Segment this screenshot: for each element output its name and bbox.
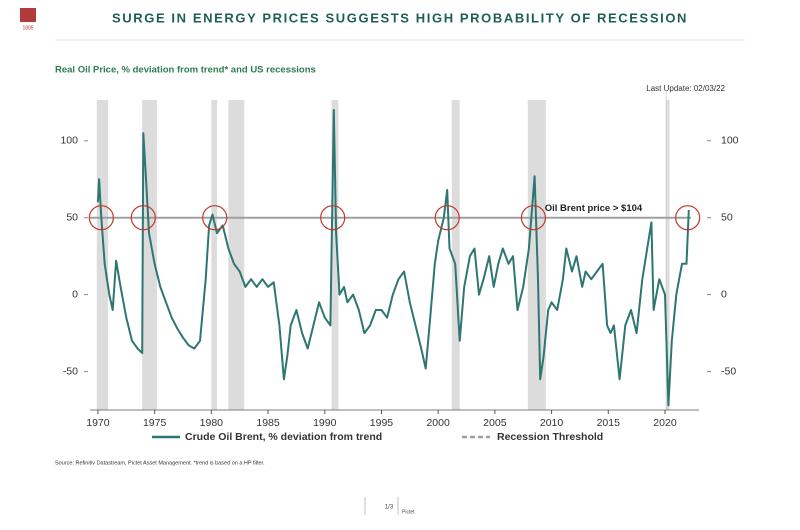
highlight-circle	[88, 205, 114, 231]
x-tick-label: 1990	[313, 417, 337, 429]
recession-band	[228, 100, 245, 410]
x-tick-label: 2010	[540, 417, 564, 429]
y-tick-label: 100	[60, 135, 78, 147]
logo-icon	[20, 8, 36, 22]
x-tick-label: 1985	[256, 417, 280, 429]
x-tick-label: 1975	[143, 417, 167, 429]
recession-band	[666, 100, 670, 410]
brand: Pictet	[402, 509, 415, 515]
x-tick-label: 1970	[86, 417, 110, 429]
highlight-circle	[320, 205, 346, 231]
y-tick-label: 0	[72, 288, 78, 300]
highlight-circle	[202, 205, 228, 231]
recession-band	[211, 100, 218, 410]
highlight-circle	[130, 205, 156, 231]
data-line	[96, 109, 690, 407]
recession-band	[331, 100, 339, 410]
x-tick-label: 2020	[653, 417, 677, 429]
x-tick-label: 2015	[597, 417, 621, 429]
y-tick-label: 50	[66, 211, 78, 223]
y2-tick-label: 0	[721, 288, 727, 300]
y2-tick-label: 100	[721, 135, 739, 147]
source: Source: Refinitiv Datastream, Pictet Ass…	[55, 460, 265, 466]
y-tick-label: -50	[63, 365, 78, 377]
legend-label: Crude Oil Brent, % deviation from trend	[185, 431, 382, 443]
highlight-circle	[520, 205, 547, 231]
x-tick-label: 2000	[426, 417, 450, 429]
last-update: Last Update: 02/03/22	[646, 84, 725, 93]
legend-label: Recession Threshold	[497, 431, 603, 443]
logo-text: 1805	[22, 25, 33, 31]
highlight-circle	[434, 205, 460, 231]
recession-band	[451, 100, 460, 410]
x-tick-label: 1980	[200, 417, 224, 429]
plot: -50 0 50 100 -50 0 50 100 1970 1975 1980 1985 1990 19…	[60, 90, 739, 443]
annotation: Oil Brent price > $104	[545, 203, 643, 214]
y2-tick-label: -50	[721, 365, 736, 377]
title: SURGE IN ENERGY PRICES SUGGESTS HIGH PRO…	[112, 10, 688, 25]
subtitle: Real Oil Price, % deviation from trend* …	[55, 65, 316, 76]
page-number: 1/3	[385, 505, 394, 511]
recession-band	[96, 100, 109, 410]
y2-tick-label: 50	[721, 211, 733, 223]
highlight-circle	[675, 205, 701, 231]
x-tick-label: 1995	[370, 417, 394, 429]
x-tick-label: 2005	[483, 417, 507, 429]
